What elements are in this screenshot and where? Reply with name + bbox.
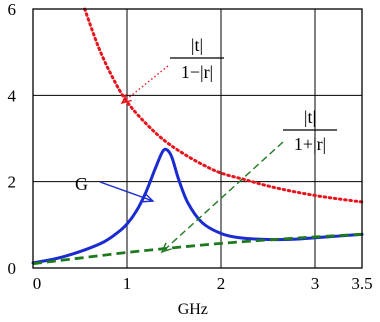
- series-g-blue: [31, 147, 364, 265]
- g-label-arrow: [99, 181, 155, 203]
- tick-labels: 0 1 2 3 3.5 0 2 4 6: [8, 0, 373, 293]
- x-tick-label: 3.5: [351, 274, 372, 293]
- red-curve-label-denominator: 1−|r|: [181, 62, 213, 82]
- green-curve-label-denominator: 1+|r|: [294, 134, 326, 154]
- red-curve-label-numerator: |t|: [191, 35, 203, 55]
- x-axis-label: GHz: [178, 301, 208, 318]
- y-tick-label: 4: [8, 86, 17, 105]
- g-curve-label: G: [75, 174, 88, 194]
- x-tick-label: 1: [123, 274, 132, 293]
- green-curve-label-numerator: |t|: [304, 107, 316, 127]
- y-tick-label: 6: [8, 0, 17, 19]
- series-layer: [31, 7, 364, 266]
- x-tick-label: 0: [33, 274, 42, 293]
- x-tick-label: 2: [217, 274, 226, 293]
- x-tick-label: 3: [311, 274, 320, 293]
- green-label-arrow: [160, 141, 284, 254]
- green-curve-label: |t| 1+|r|: [283, 107, 337, 154]
- red-label-arrow: [120, 65, 169, 105]
- y-tick-label: 0: [8, 259, 17, 278]
- series-red-dotted: [83, 7, 364, 204]
- annotations: |t| 1−|r| |t| 1+|r| G: [75, 35, 337, 254]
- y-tick-label: 2: [8, 173, 17, 192]
- plot-frame: [32, 8, 363, 269]
- red-curve-label: |t| 1−|r|: [170, 35, 224, 82]
